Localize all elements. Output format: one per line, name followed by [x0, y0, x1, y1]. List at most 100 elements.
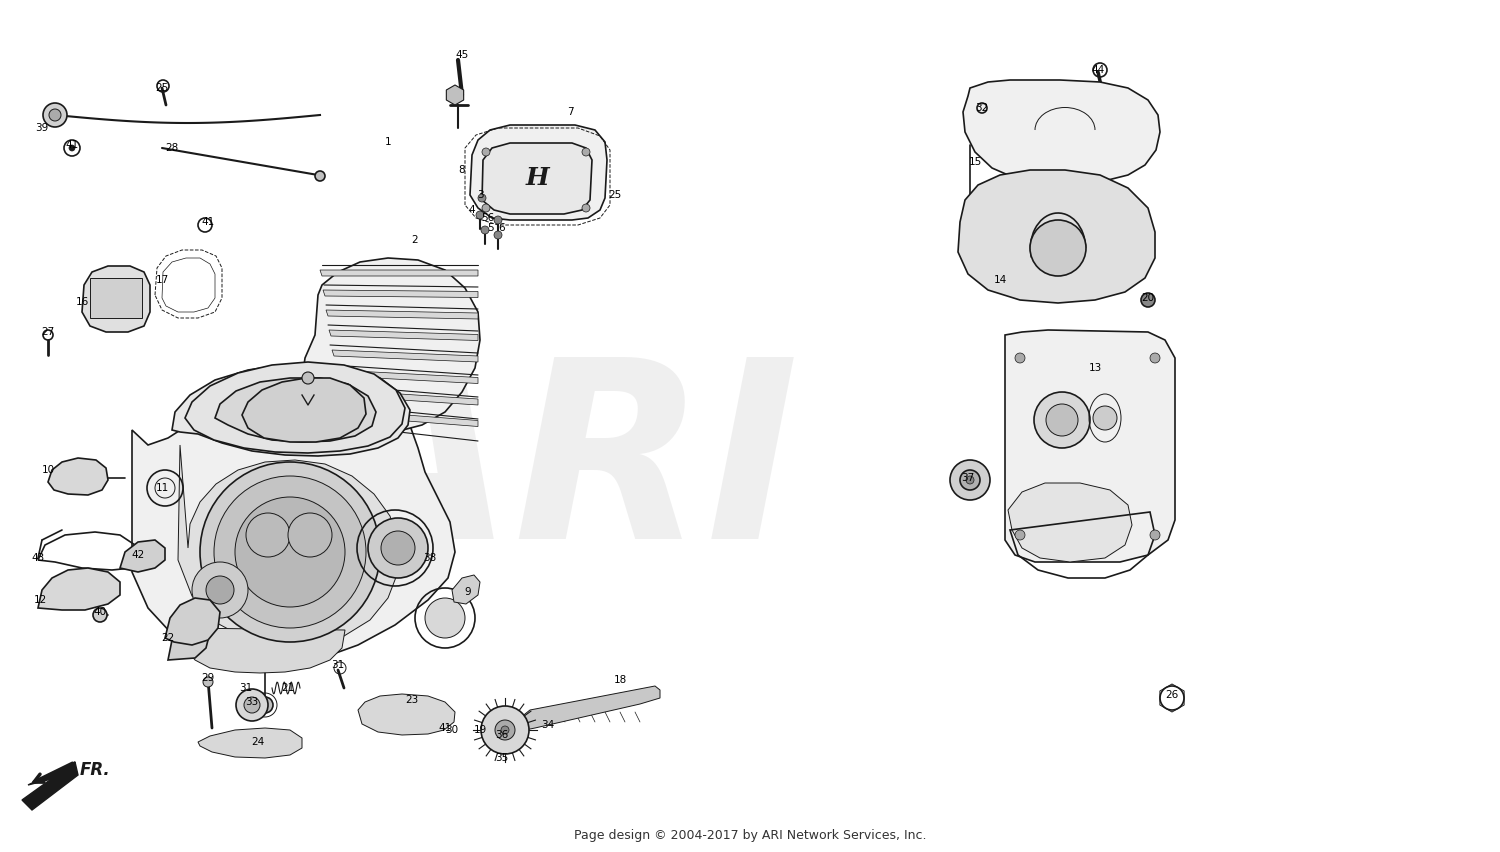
- Polygon shape: [326, 310, 478, 319]
- Polygon shape: [184, 362, 405, 453]
- Text: 6: 6: [498, 223, 506, 233]
- Polygon shape: [165, 598, 220, 645]
- Text: 37: 37: [962, 473, 975, 483]
- Circle shape: [200, 462, 380, 642]
- Text: 35: 35: [495, 753, 508, 763]
- Circle shape: [302, 372, 313, 384]
- Circle shape: [214, 476, 366, 628]
- Polygon shape: [28, 762, 75, 785]
- Text: 7: 7: [567, 107, 573, 117]
- Circle shape: [494, 231, 502, 239]
- Circle shape: [476, 211, 484, 219]
- Text: 18: 18: [614, 675, 627, 685]
- Text: 17: 17: [156, 275, 168, 285]
- Polygon shape: [214, 378, 376, 442]
- Text: 4: 4: [468, 205, 476, 215]
- Text: 10: 10: [42, 465, 54, 475]
- Circle shape: [93, 608, 106, 622]
- Circle shape: [315, 171, 326, 181]
- Circle shape: [1016, 530, 1025, 540]
- Circle shape: [244, 697, 260, 713]
- Circle shape: [368, 518, 428, 578]
- Text: 15: 15: [969, 157, 981, 167]
- Polygon shape: [340, 410, 478, 427]
- Circle shape: [1030, 220, 1086, 276]
- Circle shape: [381, 531, 416, 565]
- Circle shape: [494, 216, 502, 224]
- Text: 19: 19: [474, 725, 486, 735]
- Text: 41: 41: [438, 723, 452, 733]
- Polygon shape: [172, 364, 410, 456]
- Circle shape: [236, 689, 268, 721]
- Text: 13: 13: [1089, 363, 1101, 373]
- Text: 30: 30: [446, 725, 459, 735]
- Text: 33: 33: [246, 697, 258, 707]
- Circle shape: [482, 706, 530, 754]
- Polygon shape: [82, 266, 150, 332]
- Circle shape: [44, 103, 68, 127]
- Circle shape: [50, 109, 62, 121]
- Polygon shape: [482, 143, 592, 214]
- Polygon shape: [452, 575, 480, 604]
- Polygon shape: [470, 125, 608, 220]
- Text: 29: 29: [201, 673, 214, 683]
- Circle shape: [950, 460, 990, 500]
- Text: 28: 28: [165, 143, 178, 153]
- Circle shape: [192, 562, 248, 618]
- Polygon shape: [120, 540, 165, 572]
- Polygon shape: [322, 290, 478, 297]
- Text: 12: 12: [33, 595, 46, 605]
- Text: 25: 25: [609, 190, 621, 200]
- Circle shape: [202, 677, 213, 687]
- Polygon shape: [198, 728, 302, 758]
- Text: 3: 3: [477, 190, 483, 200]
- Text: 21: 21: [282, 683, 294, 693]
- Text: 23: 23: [405, 695, 418, 705]
- Polygon shape: [320, 270, 478, 276]
- Polygon shape: [447, 85, 464, 105]
- Circle shape: [424, 598, 465, 638]
- Text: 39: 39: [36, 123, 48, 133]
- Text: 38: 38: [423, 553, 436, 563]
- Text: 32: 32: [975, 103, 988, 113]
- Text: 41: 41: [66, 140, 78, 150]
- Polygon shape: [958, 170, 1155, 303]
- Polygon shape: [180, 628, 345, 673]
- Text: 22: 22: [162, 633, 174, 643]
- Text: 40: 40: [93, 607, 106, 617]
- Text: 31: 31: [240, 683, 252, 693]
- Text: 20: 20: [1142, 293, 1155, 303]
- Circle shape: [1034, 392, 1090, 448]
- Polygon shape: [328, 330, 478, 341]
- Polygon shape: [358, 694, 454, 735]
- Polygon shape: [1008, 483, 1132, 562]
- Text: 36: 36: [495, 730, 508, 740]
- Circle shape: [501, 726, 509, 734]
- Circle shape: [1016, 353, 1025, 363]
- Circle shape: [482, 148, 490, 156]
- Text: 34: 34: [542, 720, 555, 730]
- Text: 31: 31: [332, 660, 345, 670]
- Polygon shape: [38, 568, 120, 610]
- Circle shape: [256, 697, 273, 713]
- Polygon shape: [332, 350, 478, 362]
- Text: 44: 44: [1092, 65, 1104, 75]
- Polygon shape: [1005, 330, 1174, 562]
- Text: 43: 43: [32, 553, 45, 563]
- Circle shape: [482, 204, 490, 212]
- Text: 1: 1: [384, 137, 392, 147]
- Circle shape: [478, 194, 486, 202]
- Text: 27: 27: [42, 327, 54, 337]
- Polygon shape: [963, 80, 1160, 182]
- Circle shape: [1046, 404, 1078, 436]
- Circle shape: [1094, 406, 1118, 430]
- Text: 26: 26: [1166, 690, 1179, 700]
- Polygon shape: [132, 378, 454, 662]
- Text: ARI: ARI: [321, 349, 800, 591]
- Polygon shape: [338, 390, 478, 405]
- Polygon shape: [242, 378, 366, 442]
- Circle shape: [582, 148, 590, 156]
- Text: 5: 5: [486, 223, 494, 233]
- Text: 41: 41: [201, 217, 214, 227]
- Circle shape: [966, 476, 974, 484]
